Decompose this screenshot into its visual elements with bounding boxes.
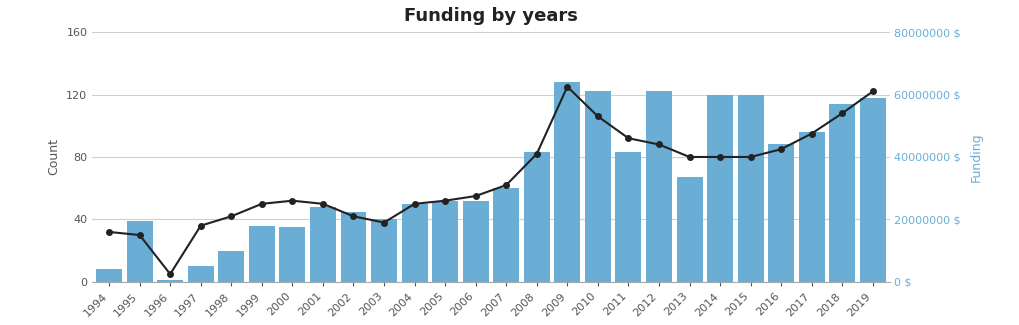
- Bar: [432, 201, 458, 282]
- Bar: [371, 219, 396, 282]
- Bar: [645, 91, 672, 282]
- Bar: [524, 152, 549, 282]
- Bar: [553, 82, 580, 282]
- Bar: [767, 145, 794, 282]
- Bar: [340, 212, 366, 282]
- Bar: [249, 226, 274, 282]
- Bar: [828, 104, 854, 282]
- Y-axis label: Count: Count: [48, 138, 61, 176]
- Bar: [157, 280, 183, 282]
- Bar: [584, 91, 610, 282]
- Bar: [706, 95, 733, 282]
- Title: Funding by years: Funding by years: [404, 7, 578, 25]
- Bar: [798, 132, 824, 282]
- Bar: [676, 177, 702, 282]
- Bar: [614, 152, 641, 282]
- Bar: [279, 227, 305, 282]
- Bar: [859, 98, 884, 282]
- Bar: [737, 95, 763, 282]
- Bar: [463, 201, 488, 282]
- Y-axis label: Funding: Funding: [968, 132, 981, 182]
- Bar: [126, 221, 153, 282]
- Bar: [187, 266, 214, 282]
- Bar: [218, 251, 244, 282]
- Bar: [493, 188, 519, 282]
- Bar: [401, 204, 427, 282]
- Bar: [96, 269, 122, 282]
- Bar: [310, 207, 335, 282]
